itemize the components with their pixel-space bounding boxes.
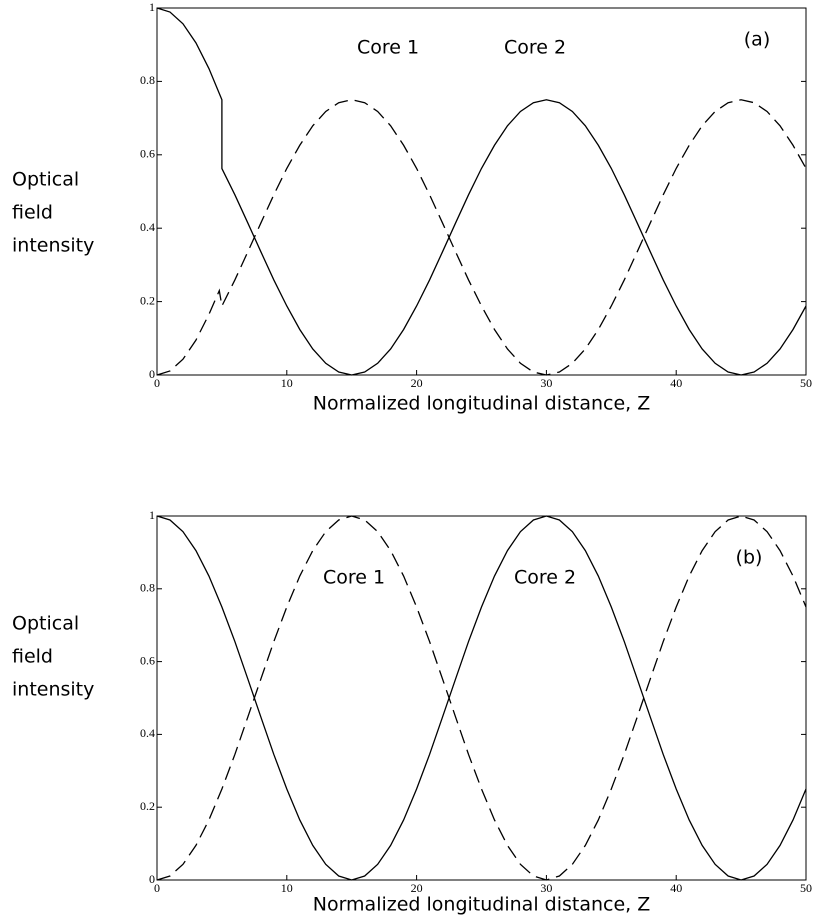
x-tick-label: 20 xyxy=(411,376,423,390)
y-tick-label: 0.4 xyxy=(140,726,155,740)
x-tick-label: 50 xyxy=(800,376,812,390)
y-tick-label: 0.4 xyxy=(140,220,155,234)
x-tick-label: 20 xyxy=(411,881,423,895)
y-tick-label: 0.6 xyxy=(140,653,155,667)
annotation: Core 1 xyxy=(323,567,385,589)
y-axis-label: intensity xyxy=(12,679,94,701)
panel-label: (a) xyxy=(744,29,770,51)
y-axis-label: Optical xyxy=(12,169,79,191)
annotation: Core 1 xyxy=(357,37,419,59)
y-tick-label: 0.2 xyxy=(140,799,155,813)
y-tick-label: 1 xyxy=(149,508,155,522)
annotation: Core 2 xyxy=(514,567,576,589)
x-tick-label: 40 xyxy=(670,376,682,390)
line-series xyxy=(156,99,807,376)
x-tick-label: 30 xyxy=(540,376,552,390)
x-tick-label: 50 xyxy=(800,881,812,895)
line-series xyxy=(156,515,807,881)
x-tick-label: 10 xyxy=(281,376,293,390)
y-tick-label: 0.8 xyxy=(140,73,155,87)
x-axis-label: Normalized longitudinal distance, Z xyxy=(313,894,651,916)
y-axis-label: field xyxy=(12,646,53,668)
line-series xyxy=(156,515,807,881)
y-tick-label: 0.2 xyxy=(140,293,155,307)
x-axis-label: Normalized longitudinal distance, Z xyxy=(313,393,651,415)
line-series xyxy=(156,7,807,376)
y-tick-label: 1 xyxy=(149,0,155,14)
y-tick-label: 0.6 xyxy=(140,147,155,161)
y-axis-label: Optical xyxy=(12,613,79,635)
x-tick-label: 40 xyxy=(670,881,682,895)
y-tick-label: 0 xyxy=(149,872,155,886)
x-tick-label: 30 xyxy=(540,881,552,895)
x-tick-label: 0 xyxy=(154,376,160,390)
y-tick-label: 0 xyxy=(149,367,155,381)
panel-label: (b) xyxy=(736,547,763,569)
y-axis-label: intensity xyxy=(12,235,94,257)
x-tick-label: 0 xyxy=(154,881,160,895)
annotation: Core 2 xyxy=(504,37,566,59)
plot-frame xyxy=(156,515,807,881)
y-tick-label: 0.8 xyxy=(140,581,155,595)
x-tick-label: 10 xyxy=(281,881,293,895)
plot-frame xyxy=(156,7,807,376)
y-axis-label: field xyxy=(12,202,53,224)
